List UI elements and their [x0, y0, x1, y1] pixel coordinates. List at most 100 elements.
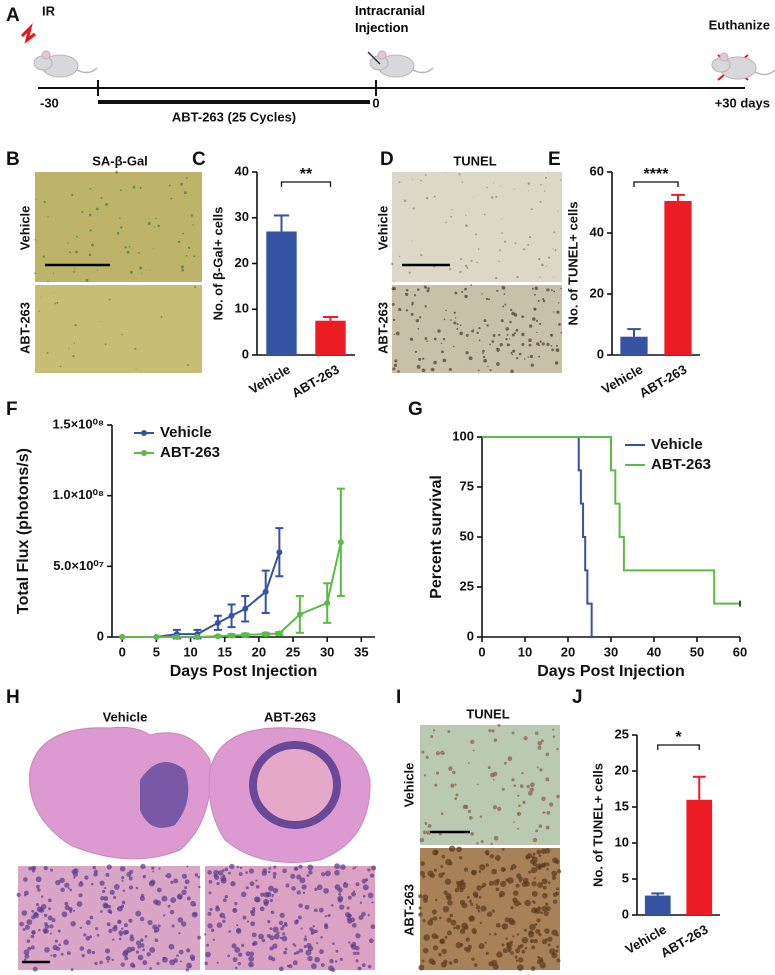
micrograph-texture	[36, 198, 38, 200]
micrograph-texture	[23, 949, 30, 956]
micrograph	[35, 285, 202, 373]
micrograph-texture	[261, 938, 266, 943]
micrograph-texture	[476, 783, 479, 786]
data-point	[262, 588, 269, 595]
data-point	[242, 605, 249, 612]
micrograph-texture	[169, 959, 176, 966]
micrograph-texture	[278, 966, 284, 972]
micrograph-texture	[207, 870, 212, 875]
micrograph-texture	[506, 343, 510, 347]
image-row-label: ABT-263	[401, 884, 416, 936]
micrograph-texture	[171, 924, 175, 928]
y-tick-label: 20	[235, 255, 249, 270]
micrograph-texture	[135, 950, 140, 954]
micrograph-texture	[118, 920, 122, 923]
micrograph-texture	[426, 289, 430, 293]
micrograph-texture	[118, 930, 124, 936]
micrograph-texture	[531, 855, 535, 859]
micrograph-texture	[540, 184, 542, 186]
y-tick-label: 5.0×10⁰⁷	[53, 558, 104, 573]
micrograph-texture	[266, 933, 271, 938]
micrograph-texture	[64, 882, 70, 888]
micrograph-texture	[124, 956, 129, 961]
micrograph-texture	[510, 951, 514, 955]
micrograph-texture	[103, 896, 109, 901]
micrograph-texture	[448, 766, 453, 771]
micrograph-texture	[183, 191, 187, 195]
micrograph-texture	[88, 253, 92, 256]
micrograph-texture	[224, 895, 229, 899]
micrograph-texture	[498, 260, 500, 263]
micrograph-texture	[355, 933, 361, 939]
data-point	[153, 634, 160, 640]
micrograph-texture	[85, 936, 91, 941]
micrograph-texture	[166, 872, 172, 879]
micrograph-texture	[510, 369, 514, 374]
micrograph-texture	[560, 179, 562, 182]
micrograph-texture	[533, 938, 538, 944]
micrograph-texture	[351, 941, 357, 947]
x-tick-label: Vehicle	[246, 362, 292, 397]
bar	[315, 320, 346, 355]
micrograph-texture	[542, 297, 545, 301]
micrograph-texture	[550, 344, 553, 347]
micrograph-texture	[489, 854, 495, 859]
micrograph-texture	[24, 954, 30, 959]
micrograph-texture	[560, 331, 563, 334]
micrograph-texture	[182, 232, 184, 235]
micrograph-texture	[488, 729, 492, 733]
micrograph-texture	[492, 771, 498, 777]
micrograph-texture	[370, 865, 377, 871]
micrograph-texture	[283, 950, 287, 955]
micrograph-texture	[34, 272, 36, 275]
micrograph-texture	[30, 945, 35, 950]
mouse-ear	[377, 50, 387, 60]
micrograph-texture	[320, 963, 325, 967]
micrograph-texture	[122, 930, 128, 936]
micrograph-texture	[121, 875, 125, 880]
micrograph-texture	[448, 367, 452, 372]
micrograph-texture	[352, 890, 356, 893]
micrograph-texture	[556, 958, 561, 963]
micrograph-texture	[501, 787, 505, 791]
timeline-label: IR	[42, 3, 56, 18]
micrograph-texture	[426, 340, 428, 342]
micrograph-texture	[554, 859, 560, 865]
micrograph-texture	[529, 324, 533, 328]
micrograph-texture	[282, 868, 287, 874]
micrograph-texture	[168, 184, 171, 187]
micrograph-texture	[310, 963, 317, 970]
micrograph-texture	[468, 816, 473, 820]
micrograph-texture	[526, 784, 530, 789]
micrograph-texture	[368, 938, 374, 944]
micrograph-texture	[236, 924, 239, 927]
micrograph-texture	[441, 854, 446, 859]
micrograph-texture	[432, 849, 439, 856]
micrograph-texture	[538, 355, 541, 358]
micrograph-texture	[510, 906, 514, 910]
micrograph-texture	[43, 201, 46, 204]
micrograph-texture	[246, 920, 250, 923]
micrograph-texture	[423, 934, 430, 941]
micrograph-texture	[495, 922, 501, 928]
y-axis-label: Percent survival	[428, 475, 445, 599]
micrograph-texture	[216, 922, 223, 928]
micrograph-texture	[419, 316, 422, 319]
micrograph-texture	[505, 337, 508, 341]
micrograph-texture	[538, 824, 543, 828]
micrograph-texture	[510, 351, 513, 354]
micrograph-texture	[261, 870, 267, 876]
micrograph-texture	[69, 251, 72, 254]
data-point	[262, 631, 269, 638]
timeline-label: -30	[40, 95, 59, 110]
micrograph-texture	[516, 275, 519, 279]
micrograph-texture	[71, 193, 74, 197]
micrograph-texture	[144, 935, 148, 938]
micrograph-texture	[472, 749, 475, 752]
micrograph-texture	[468, 356, 473, 361]
micrograph-texture	[475, 905, 481, 910]
micrograph-texture	[495, 195, 498, 198]
micrograph-texture	[185, 254, 188, 257]
micrograph-texture	[427, 824, 432, 828]
micrograph-texture	[296, 890, 301, 895]
